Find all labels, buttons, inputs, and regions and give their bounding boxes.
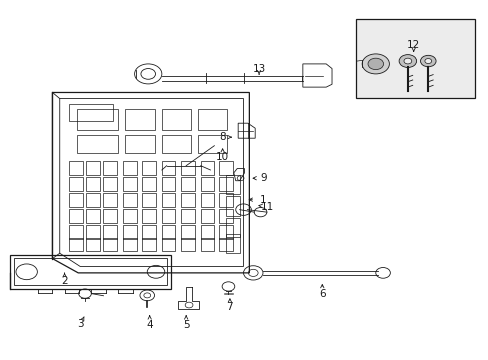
- Text: 12: 12: [406, 40, 420, 50]
- Circle shape: [367, 58, 383, 69]
- Text: 8: 8: [219, 132, 225, 142]
- Text: 13: 13: [252, 64, 265, 74]
- Text: 3: 3: [77, 319, 84, 329]
- Circle shape: [398, 55, 416, 67]
- Text: 1: 1: [259, 195, 266, 204]
- Text: 2: 2: [61, 276, 68, 286]
- Circle shape: [420, 55, 435, 67]
- Text: 7: 7: [226, 302, 233, 312]
- Circle shape: [403, 58, 411, 64]
- Text: 4: 4: [146, 320, 153, 330]
- Circle shape: [424, 59, 431, 64]
- Circle shape: [362, 54, 388, 74]
- Text: 6: 6: [318, 289, 325, 298]
- Text: 11: 11: [261, 202, 274, 212]
- Text: 10: 10: [216, 152, 229, 162]
- Text: 9: 9: [260, 173, 267, 183]
- Bar: [356, 19, 474, 98]
- Text: 5: 5: [183, 320, 189, 330]
